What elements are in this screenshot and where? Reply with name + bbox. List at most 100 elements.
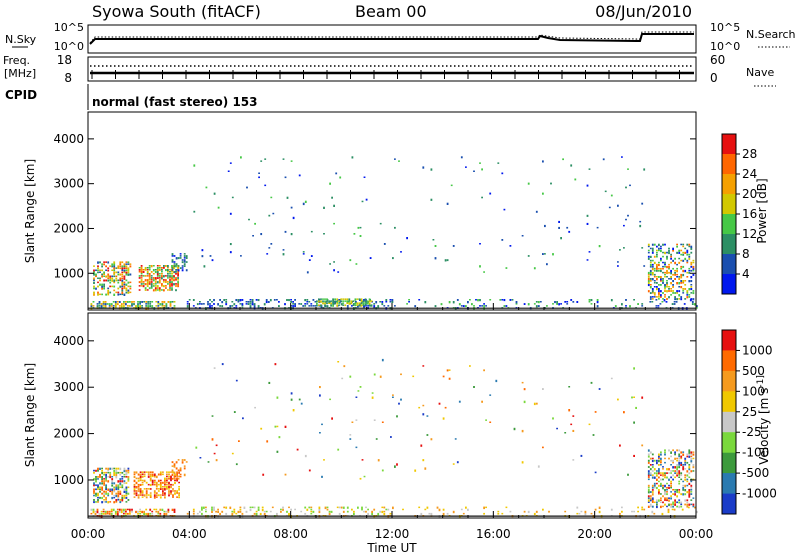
heatmap-cell	[324, 302, 326, 305]
heatmap-cell	[385, 508, 388, 511]
heatmap-cell	[127, 285, 130, 288]
power-xticks	[87, 303, 697, 310]
heatmap-cell	[660, 484, 662, 487]
heatmap-cell	[684, 459, 687, 462]
heatmap-cell	[106, 510, 109, 513]
heatmap-cell	[448, 377, 451, 380]
heatmap-cell	[162, 492, 164, 494]
ytick-label: 3000	[53, 380, 84, 394]
nsky-trace	[89, 33, 694, 45]
heatmap-cell	[656, 253, 658, 256]
heatmap-cell	[201, 249, 204, 252]
heatmap-cell	[217, 303, 219, 306]
heatmap-cell	[106, 303, 109, 305]
heatmap-cell	[99, 283, 101, 286]
heatmap-cell	[164, 483, 166, 486]
heatmap-cell	[121, 486, 124, 489]
heatmap-cell	[680, 464, 683, 466]
heatmap-cell	[352, 300, 355, 302]
heatmap-cell	[173, 263, 176, 265]
time-axis-label: Time UT	[366, 541, 417, 554]
heatmap-cell	[674, 489, 676, 491]
heatmap-cell	[653, 292, 656, 295]
heatmap-cell	[651, 457, 654, 460]
heatmap-cell	[146, 285, 149, 287]
heatmap-cell	[135, 490, 138, 492]
heatmap-cell	[656, 263, 658, 267]
heatmap-cell	[153, 496, 156, 499]
heatmap-cell	[294, 305, 296, 307]
heatmap-cell	[173, 465, 176, 468]
heatmap-cell	[647, 245, 650, 248]
heatmap-cell	[183, 467, 186, 470]
heatmap-cell	[662, 261, 664, 264]
colorbar-tick-label: 20	[742, 187, 757, 201]
heatmap-cell	[647, 470, 650, 473]
heatmap-cell	[690, 280, 693, 283]
heatmap-cell	[127, 269, 130, 272]
heatmap-cell	[131, 305, 133, 307]
heatmap-cell	[161, 508, 164, 511]
heatmap-cell	[392, 396, 394, 398]
heatmap-cell	[664, 288, 666, 290]
heatmap-cell	[671, 303, 674, 305]
heatmap-cell	[663, 299, 666, 302]
heatmap-cell	[119, 471, 122, 474]
heatmap-cell	[137, 496, 140, 499]
heatmap-cell	[113, 486, 116, 489]
heatmap-cell	[101, 480, 103, 482]
heatmap-cell	[651, 271, 654, 275]
heatmap-cell	[688, 243, 691, 246]
heatmap-cell	[664, 474, 666, 477]
heatmap-cell	[177, 477, 180, 480]
heatmap-cell	[694, 303, 696, 306]
heatmap-cell	[167, 277, 169, 279]
heatmap-cell	[99, 486, 101, 489]
heatmap-cell	[105, 484, 107, 487]
heatmap-cell	[199, 301, 201, 303]
heatmap-cell	[684, 461, 687, 464]
heatmap-cell	[668, 286, 670, 288]
heatmap-cell	[328, 510, 331, 513]
heatmap-cell	[153, 479, 156, 482]
heatmap-cell	[169, 305, 172, 307]
heatmap-cell	[672, 273, 674, 276]
heatmap-cell	[653, 476, 656, 479]
heatmap-cell	[649, 505, 652, 508]
heatmap-cell	[678, 453, 681, 456]
heatmap-cell	[617, 398, 619, 401]
heatmap-cell	[155, 481, 158, 485]
heatmap-cell	[113, 473, 116, 477]
heatmap-cell	[448, 301, 451, 304]
heatmap-cell	[288, 506, 290, 509]
heatmap-cell	[673, 508, 676, 511]
heatmap-cell	[127, 486, 130, 489]
heatmap-cell	[690, 480, 693, 483]
heatmap-cell	[146, 271, 149, 274]
heatmap-cell	[666, 499, 668, 502]
heatmap-cell	[647, 474, 650, 477]
heatmap-cell	[183, 263, 186, 266]
heatmap-cell	[153, 490, 156, 493]
colorbar-frame	[721, 329, 737, 515]
heatmap-cell	[149, 303, 152, 305]
heatmap-cell	[121, 484, 124, 487]
heatmap-cell	[107, 492, 110, 495]
heatmap-cell	[370, 304, 373, 307]
heatmap-cell	[179, 267, 182, 269]
heatmap-cell	[598, 245, 601, 248]
heatmap-cell	[161, 277, 163, 280]
heatmap-cell	[149, 496, 152, 498]
heatmap-cell	[97, 271, 99, 274]
heatmap-cell	[97, 499, 99, 502]
heatmap-cell	[235, 379, 238, 382]
heatmap-cell	[229, 506, 232, 509]
heatmap-cell	[149, 494, 152, 497]
heatmap-cell	[201, 512, 203, 515]
heatmap-cell	[109, 473, 112, 477]
heatmap-cell	[678, 472, 681, 475]
heatmap-cell	[127, 271, 130, 274]
heatmap-cell	[103, 499, 105, 501]
heatmap-cell	[656, 486, 658, 490]
heatmap-cell	[183, 265, 186, 267]
